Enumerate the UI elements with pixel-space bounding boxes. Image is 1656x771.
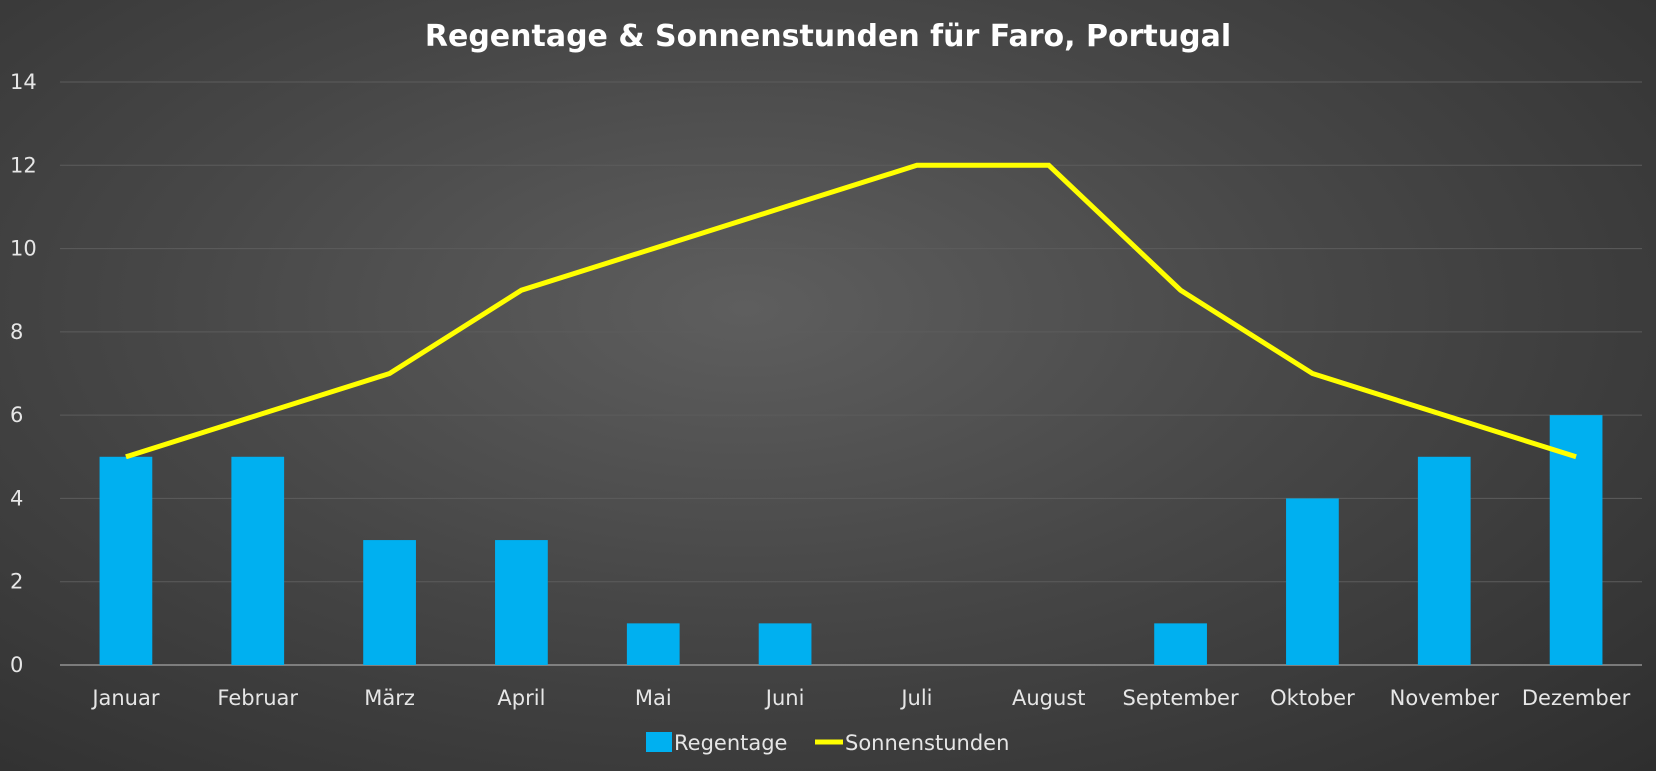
x-category-label: September [1123, 686, 1239, 710]
x-axis-labels: Januar Februar März April Mai Juni Juli August S… [90, 686, 1630, 710]
x-category-label: November [1390, 686, 1500, 710]
y-tick-label: 6 [10, 403, 23, 427]
y-tick-label: 14 [10, 70, 37, 94]
x-category-label: Januar [90, 686, 160, 710]
legend: Regentage Sonnenstunden [646, 731, 1009, 755]
x-category-label: August [1012, 686, 1086, 710]
bar-regentage-0 [99, 456, 153, 665]
legend-label-regentage: Regentage [674, 731, 787, 755]
bar-regentage-1 [231, 456, 285, 665]
bar-regentage-10 [1417, 456, 1471, 665]
x-category-label: Juli [899, 686, 932, 710]
x-category-label: März [364, 686, 415, 710]
y-tick-label: 10 [10, 237, 37, 261]
bar-regentage-5 [758, 623, 812, 665]
gridlines [60, 81, 1642, 666]
x-category-label: Februar [217, 686, 298, 710]
y-tick-label: 4 [10, 486, 23, 510]
y-tick-label: 8 [10, 320, 23, 344]
legend-swatch-regentage [646, 732, 672, 752]
x-category-label: Dezember [1522, 686, 1631, 710]
bar-regentage-2 [363, 540, 416, 665]
y-tick-label: 2 [10, 570, 23, 594]
y-tick-label: 0 [10, 653, 23, 677]
bar-regentage-8 [1154, 623, 1207, 665]
bar-regentage-4 [626, 623, 680, 665]
bar-series-regentage [99, 415, 1603, 665]
line-series-sonnenstunden [125, 162, 1577, 460]
y-tick-label: 12 [10, 153, 37, 177]
bar-regentage-3 [495, 540, 548, 665]
y-axis-ticks: 0 2 4 6 8 10 12 14 [10, 70, 37, 677]
line-sonnenstunden [125, 162, 1577, 460]
x-category-label: Oktober [1270, 686, 1355, 710]
x-category-label: Mai [635, 686, 672, 710]
bar-regentage-9 [1286, 498, 1339, 665]
legend-label-sonnenstunden: Sonnenstunden [845, 731, 1009, 755]
x-category-label: Juni [764, 686, 805, 710]
x-category-label: April [497, 686, 545, 710]
chart-title: Regentage & Sonnenstunden für Faro, Port… [425, 19, 1231, 54]
